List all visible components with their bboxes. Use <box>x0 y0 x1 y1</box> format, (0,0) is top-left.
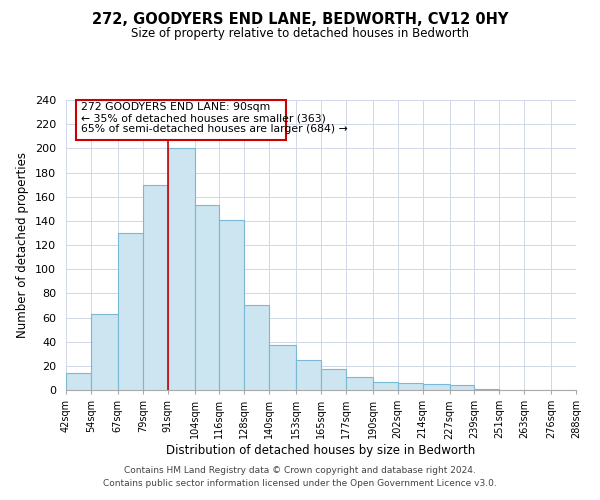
Bar <box>220 220 244 390</box>
Bar <box>269 346 296 390</box>
Text: Size of property relative to detached houses in Bedworth: Size of property relative to detached ho… <box>131 28 469 40</box>
Text: 272, GOODYERS END LANE, BEDWORTH, CV12 0HY: 272, GOODYERS END LANE, BEDWORTH, CV12 0… <box>92 12 508 28</box>
Bar <box>66 373 91 390</box>
Text: 272 GOODYERS END LANE: 90sqm: 272 GOODYERS END LANE: 90sqm <box>80 102 270 113</box>
Bar <box>475 389 499 390</box>
Text: Contains HM Land Registry data © Crown copyright and database right 2024.
Contai: Contains HM Land Registry data © Crown c… <box>103 466 497 487</box>
Bar <box>422 384 449 390</box>
Bar <box>244 306 269 390</box>
Bar <box>194 205 220 390</box>
FancyBboxPatch shape <box>76 100 286 140</box>
Y-axis label: Number of detached properties: Number of detached properties <box>16 152 29 338</box>
Text: 65% of semi-detached houses are larger (684) →: 65% of semi-detached houses are larger (… <box>80 124 347 134</box>
Bar <box>91 314 118 390</box>
Text: ← 35% of detached houses are smaller (363): ← 35% of detached houses are smaller (36… <box>80 114 325 124</box>
X-axis label: Distribution of detached houses by size in Bedworth: Distribution of detached houses by size … <box>166 444 476 457</box>
Bar <box>346 376 373 390</box>
Bar <box>449 385 475 390</box>
Bar <box>373 382 398 390</box>
Bar <box>118 233 143 390</box>
Bar <box>398 383 422 390</box>
Bar <box>321 370 346 390</box>
Bar <box>143 184 167 390</box>
Bar <box>167 148 194 390</box>
Bar <box>296 360 321 390</box>
